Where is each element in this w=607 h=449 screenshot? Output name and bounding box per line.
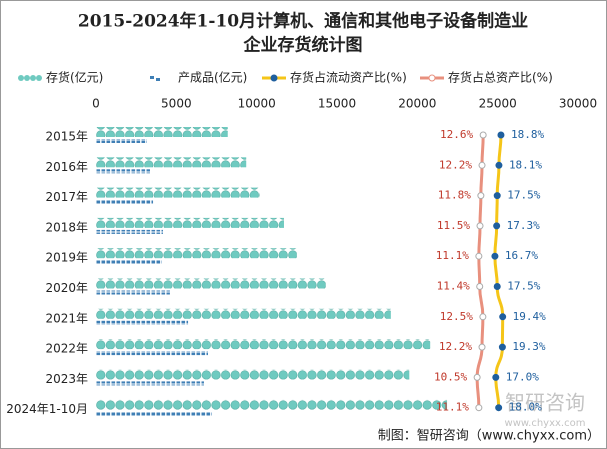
legend-swatch — [150, 76, 154, 79]
x-tick-label: 0 — [92, 97, 100, 111]
x-tick-label: 20000 — [398, 97, 436, 111]
y-tick-label: 2018年 — [45, 220, 88, 234]
value-label: 19.3% — [512, 340, 545, 353]
value-label: 17.0% — [506, 370, 539, 383]
bar — [96, 290, 170, 295]
source: 制图：智研咨询（www.chyxx.com） — [378, 429, 600, 444]
y-tick-label: 2016年 — [45, 160, 88, 174]
y-tick-label: 2020年 — [45, 281, 88, 295]
y-tick-label: 2022年 — [45, 342, 88, 356]
bar — [96, 169, 150, 174]
value-label: 11.4% — [437, 280, 470, 293]
marker — [478, 343, 486, 351]
bar — [96, 339, 431, 350]
bar — [96, 308, 391, 319]
y-tick-label: 2021年 — [45, 311, 88, 325]
y-tick-label: 2017年 — [45, 190, 88, 204]
value-label: 12.2% — [439, 158, 472, 171]
marker — [498, 343, 506, 351]
line — [475, 134, 485, 408]
legend-swatch — [36, 75, 42, 81]
value-label: 12.2% — [439, 340, 472, 353]
legend-label: 存货占流动资产比(%) — [290, 70, 407, 85]
bar — [96, 187, 260, 198]
marker — [491, 252, 499, 260]
bar — [96, 320, 189, 325]
value-label: 11.1% — [436, 401, 469, 414]
value-label: 16.7% — [505, 249, 538, 262]
value-label: 11.1% — [436, 249, 469, 262]
x-tick-label: 30000 — [559, 97, 597, 111]
marker — [473, 373, 481, 381]
y-tick-label: 2015年 — [45, 130, 88, 144]
bar — [96, 399, 448, 410]
marker — [497, 131, 505, 139]
chart-subtitle: 企业存货统计图 — [243, 35, 363, 56]
legend-label: 存货(亿元) — [46, 70, 103, 85]
value-label: 12.5% — [440, 310, 473, 323]
value-label: 19.4% — [513, 310, 546, 323]
marker — [495, 404, 503, 412]
value-label: 18.1% — [509, 158, 542, 171]
x-tick-label: 15000 — [318, 97, 356, 111]
watermark-url: www.chyxx.com — [505, 418, 586, 429]
watermark: 智研咨询 — [505, 391, 585, 415]
legend-swatch — [270, 74, 278, 82]
marker — [478, 161, 486, 169]
x-tick-label: 25000 — [479, 97, 517, 111]
legend-label: 存货占总资产比(%) — [448, 70, 553, 85]
marker — [476, 222, 484, 230]
value-label: 11.8% — [438, 189, 471, 202]
marker — [475, 252, 483, 260]
value-label: 12.6% — [440, 128, 473, 141]
marker — [476, 283, 484, 290]
marker — [479, 313, 487, 321]
y-tick-label: 2024年1-10月 — [6, 402, 88, 416]
legend-swatch — [18, 75, 24, 81]
bar — [96, 248, 297, 259]
value-label: 10.5% — [434, 370, 467, 383]
marker — [493, 192, 501, 200]
value-label: 17.5% — [507, 280, 540, 293]
marker — [475, 404, 483, 412]
value-label: 17.3% — [507, 219, 540, 232]
marker — [477, 192, 485, 200]
bar — [96, 217, 284, 228]
x-tick-label: 10000 — [238, 97, 276, 111]
legend-swatch — [30, 75, 36, 81]
value-label: 18.0% — [509, 401, 542, 414]
x-tick-label: 5000 — [161, 97, 192, 111]
bar — [96, 411, 213, 416]
bar — [96, 381, 204, 386]
bar — [96, 127, 228, 137]
legend-swatch — [24, 75, 30, 81]
marker — [499, 313, 507, 321]
bar — [96, 139, 147, 143]
bar — [96, 278, 326, 289]
value-label: 11.5% — [437, 219, 470, 232]
bar — [96, 260, 162, 265]
bar — [96, 351, 208, 356]
bar — [96, 369, 410, 380]
legend-swatch — [428, 74, 436, 82]
value-label: 17.5% — [507, 189, 540, 202]
marker — [493, 222, 501, 230]
y-tick-label: 2023年 — [45, 372, 88, 386]
marker — [479, 131, 487, 139]
bar — [96, 157, 247, 168]
legend-swatch — [156, 78, 160, 81]
marker — [492, 373, 500, 381]
value-label: 18.8% — [511, 128, 544, 141]
marker — [493, 283, 501, 290]
marker — [495, 161, 503, 169]
y-tick-label: 2019年 — [45, 251, 88, 265]
bar — [96, 229, 163, 234]
legend-label: 产成品(亿元) — [178, 70, 247, 85]
line — [493, 134, 505, 408]
chart-title: 2015-2024年1-10月计算机、通信和其他电子设备制造业 — [78, 11, 528, 32]
bar — [96, 199, 154, 204]
